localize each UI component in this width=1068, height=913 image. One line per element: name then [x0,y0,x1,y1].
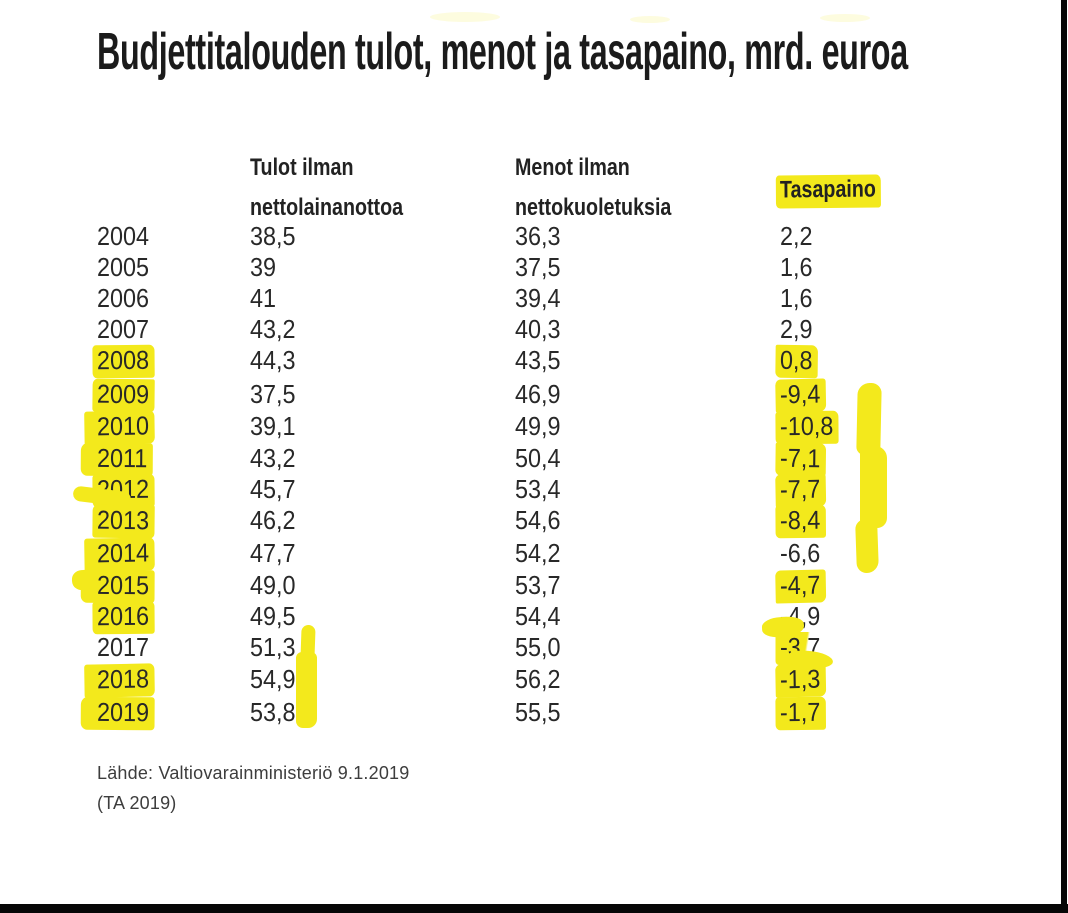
menot-cell: 54,2 [515,538,561,568]
table-row: 2015 49,0 53,7 -4,7 [0,569,1068,604]
tulot-cell: 39,1 [250,411,296,441]
tulot-cell: 49,0 [250,570,296,600]
table-row: 2016 49,5 54,4 -4,9 [0,600,1068,635]
marker-stripe-balance-mid [860,446,887,528]
year-cell: 2007 [97,314,150,344]
table-row: 2011 43,2 50,4 -7,1 [0,442,1068,477]
source-line-2: (TA 2019) [97,793,177,813]
tulot-cell: 39 [250,252,277,282]
marker-stripe-balance-bottom [855,518,879,574]
source-line-1: Lähde: Valtiovarainministeriö 9.1.2019 [97,763,410,783]
table-row: 2009 37,5 46,9 -9,4 [0,378,1068,413]
menot-cell: 43,5 [515,345,561,375]
year-cell: 2019 [80,696,155,731]
tasapaino-cell: 2,9 [780,314,813,344]
tasapaino-cell: -6,6 [780,538,821,568]
marker-smudge-1 [430,12,500,22]
table-row: 2017 51,3 55,0 -3,7 [0,632,1068,665]
menot-cell: 55,5 [515,697,561,727]
table-row: 2014 47,7 54,2 -6,6 [0,537,1068,572]
column-header-tasapaino: Tasapaino [775,174,881,209]
tasapaino-cell: -9,4 [775,378,827,413]
tasapaino-cell: -7,1 [775,442,826,477]
tulot-cell: 53,8 [250,697,296,727]
menot-cell: 46,9 [515,379,561,409]
table-row: 2008 44,3 43,5 0,8 [0,344,1068,379]
column-header-menot-line2: nettokuoletuksia [515,194,672,221]
table-row: 2010 39,1 49,9 -10,8 [0,410,1068,445]
marker-stripe-balance-top [856,382,882,456]
column-header-tulot-line2: nettolainanottoa [250,194,404,221]
tulot-cell: 51,3 [250,632,296,662]
year-cell: 2009 [92,378,155,413]
menot-cell: 54,4 [515,601,561,631]
marker-smudge-2 [820,14,870,22]
menot-cell: 37,5 [515,252,561,282]
tasapaino-cell: -4,7 [775,569,827,604]
marker-smudge-3 [630,16,670,23]
table-row: 2019 53,8 55,5 -1,7 [0,696,1068,731]
menot-cell: 54,6 [515,505,561,535]
year-cell: 2015 [80,569,155,604]
column-header-tulot-line1: Tulot ilman [250,154,354,181]
table-row: 2012 45,7 53,4 -7,7 [0,473,1068,508]
year-cell: 2016 [92,600,155,635]
year-cell: 2005 [97,252,150,282]
year-cell: 2011 [80,442,153,477]
tasapaino-cell: 0,8 [775,344,819,379]
page-border-right [1061,0,1067,904]
tulot-cell: 45,7 [250,474,296,504]
table-row: 2004 38,5 36,3 2,2 [0,222,1068,252]
year-cell: 2013 [92,504,155,539]
table-row: 2007 43,2 40,3 2,9 [0,315,1068,345]
table-row: 2018 54,9 56,2 -1,3 [0,663,1068,698]
tasapaino-cell: -7,7 [775,473,827,508]
year-cell: 2014 [84,537,155,572]
table-row: 2006 41 39,4 1,6 [0,284,1068,314]
menot-cell: 56,2 [515,664,561,694]
tulot-cell: 54,9 [250,664,296,694]
tasapaino-cell: -1,3 [775,663,827,698]
tulot-cell: 46,2 [250,505,296,535]
page-title: Budjettitalouden tulot, menot ja tasapai… [97,23,908,81]
tasapaino-cell: -1,7 [775,696,826,731]
tulot-cell: 43,2 [250,314,296,344]
year-cell: 2004 [97,221,150,251]
menot-cell: 53,7 [515,570,561,600]
tasapaino-cell: 1,6 [780,283,813,313]
column-header-menot-line1: Menot ilman [515,154,630,181]
tulot-cell: 44,3 [250,345,296,375]
tasapaino-cell: -8,4 [775,504,826,539]
table-row: 2005 39 37,5 1,6 [0,253,1068,283]
year-cell: 2017 [97,632,150,662]
tulot-cell: 49,5 [250,601,296,631]
menot-cell: 49,9 [515,411,561,441]
column-header-menot: Menot ilman nettokuoletuksia [515,148,671,228]
tulot-cell: 47,7 [250,538,296,568]
tasapaino-cell: 2,2 [780,221,813,251]
tasapaino-cell: -10,8 [775,410,839,445]
year-cell: 2018 [84,663,155,698]
menot-cell: 50,4 [515,443,561,473]
year-cell: 2006 [97,283,150,313]
table-row: 2013 46,2 54,6 -8,4 [0,504,1068,539]
tulot-cell: 37,5 [250,379,296,409]
tulot-cell: 41 [250,283,277,313]
menot-cell: 53,4 [515,474,561,504]
menot-cell: 36,3 [515,221,561,251]
tasapaino-cell: 1,6 [780,252,813,282]
tulot-cell: 38,5 [250,221,296,251]
menot-cell: 39,4 [515,283,561,313]
column-header-tulot: Tulot ilman nettolainanottoa [250,148,403,228]
menot-cell: 40,3 [515,314,561,344]
menot-cell: 55,0 [515,632,561,662]
tasapaino-header-highlight: Tasapaino [775,174,881,209]
page-border-bottom [0,904,1068,913]
source-note: Lähde: Valtiovarainministeriö 9.1.2019 (… [97,758,409,818]
year-cell: 2010 [84,410,155,445]
year-cell: 2008 [92,344,155,379]
marker-stripe-tulot-bottom [296,652,317,728]
tulot-cell: 43,2 [250,443,296,473]
